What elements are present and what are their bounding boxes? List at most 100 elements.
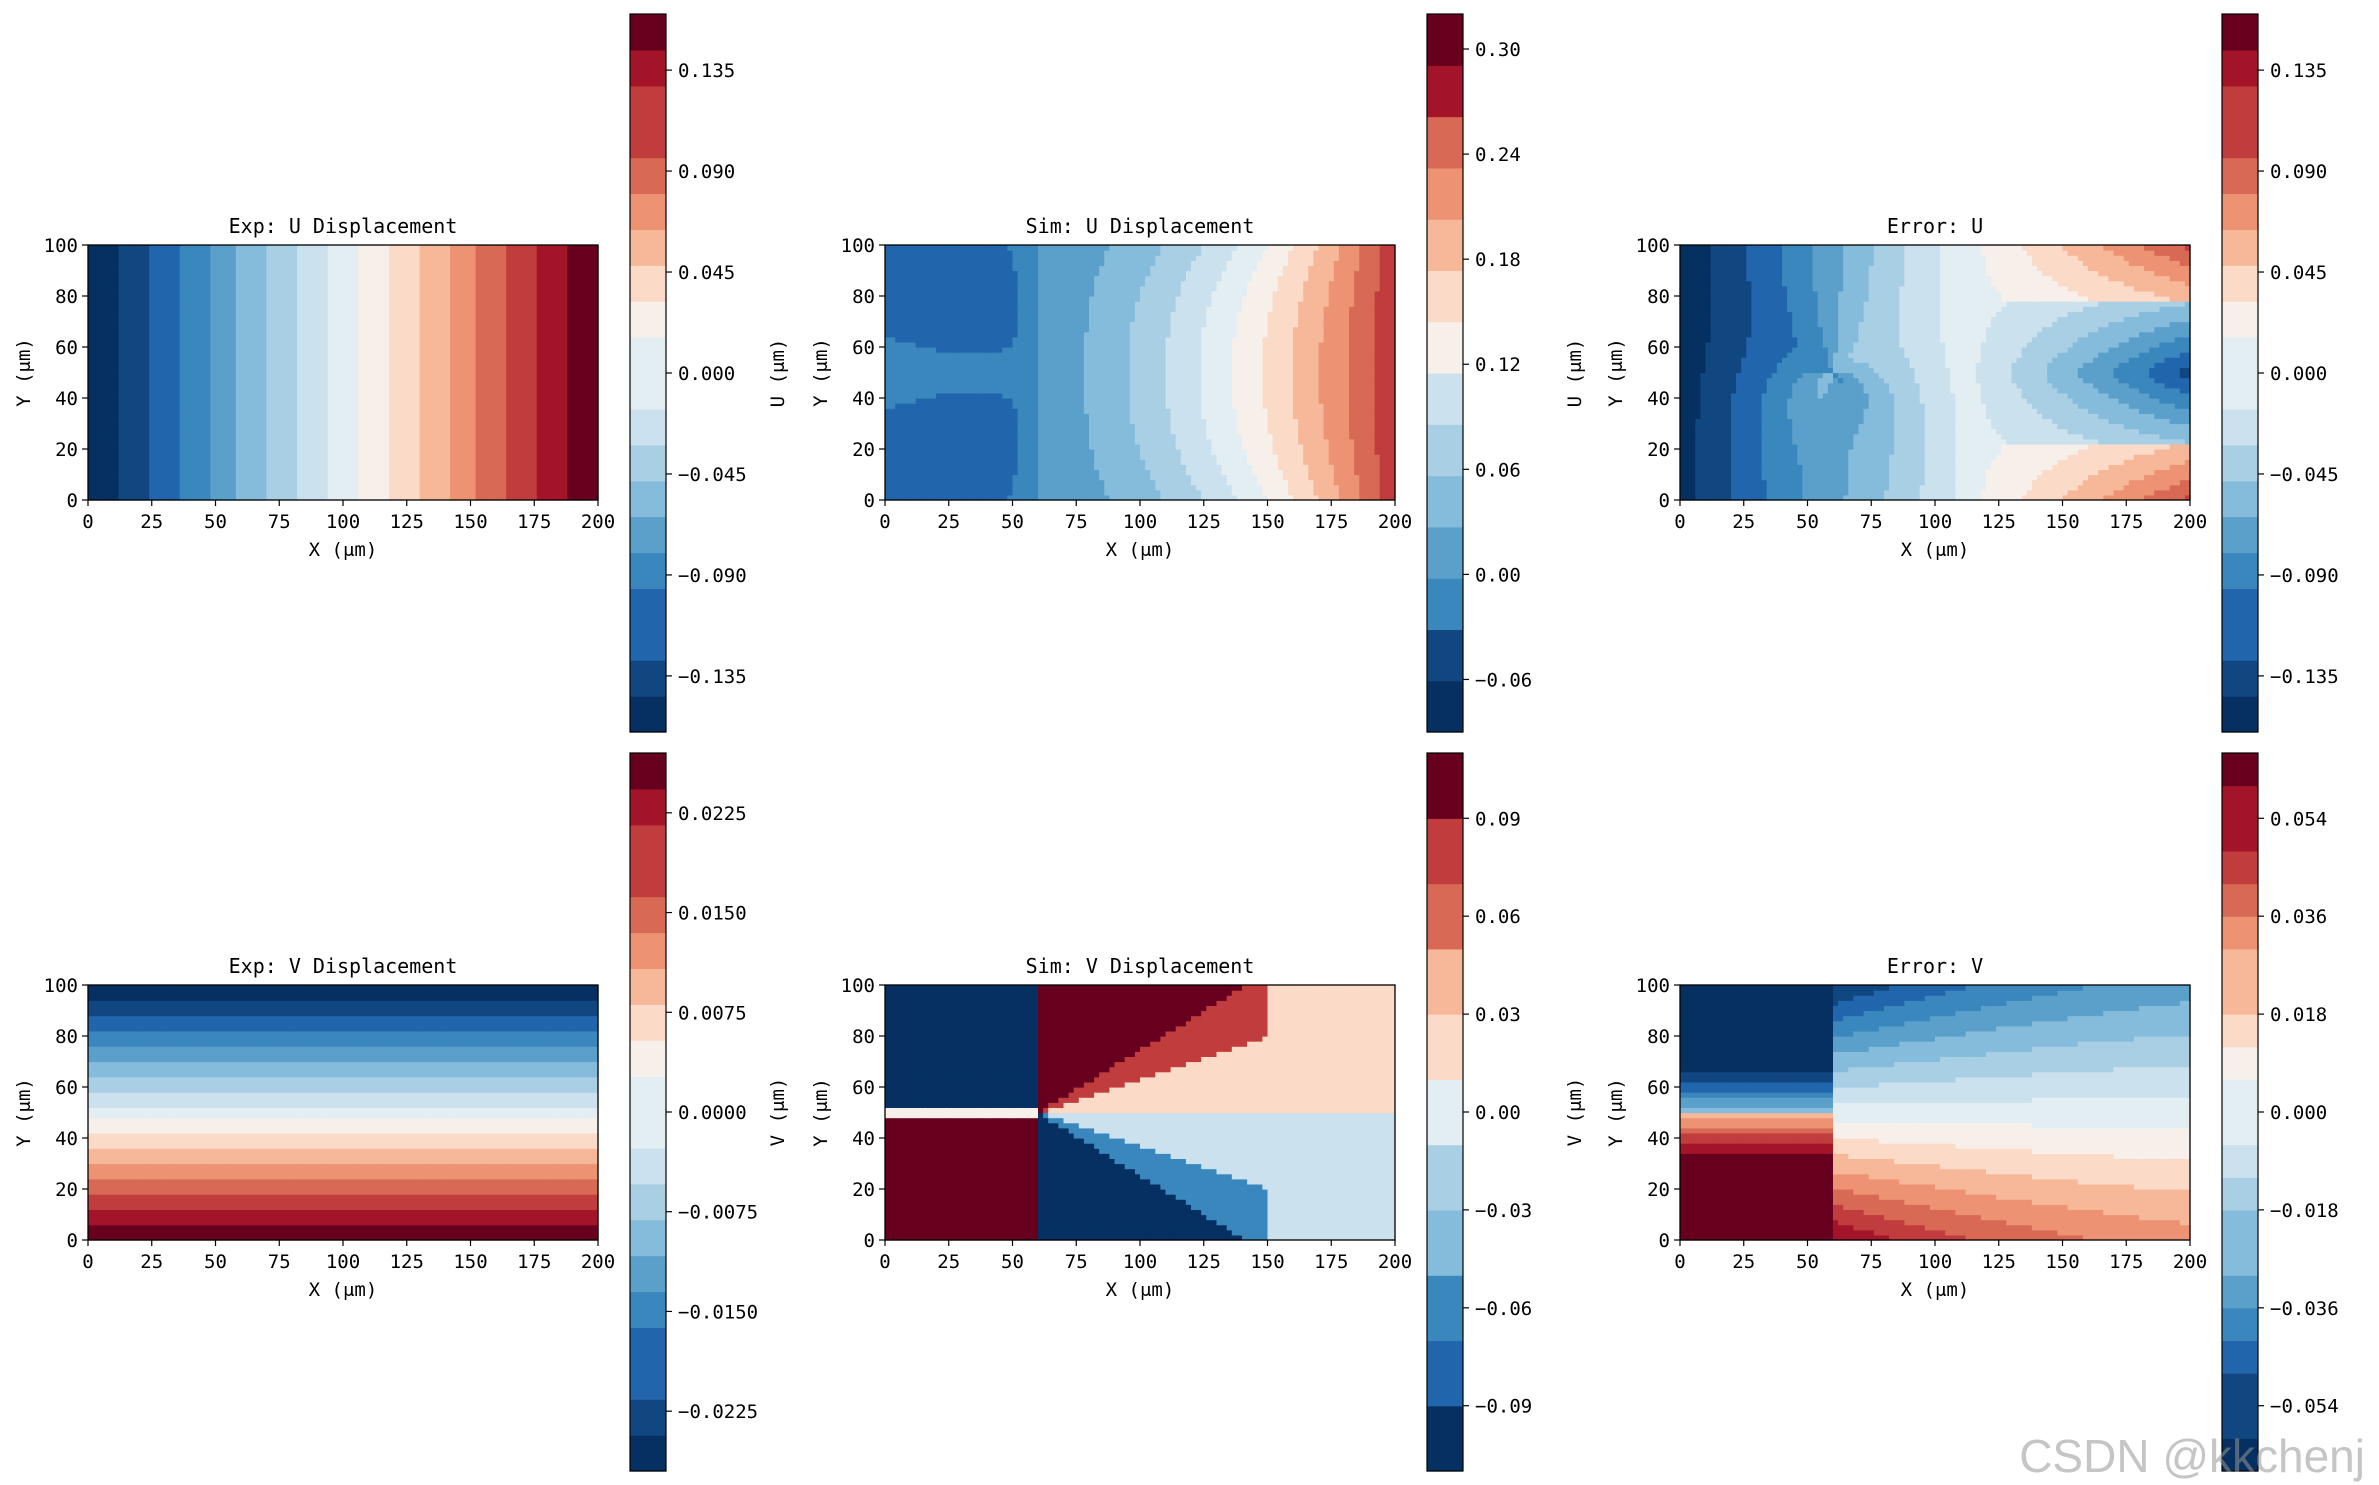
heatmap-cell <box>373 403 380 409</box>
heatmap-cell <box>230 260 237 266</box>
heatmap-cell <box>526 474 533 481</box>
heatmap-cell <box>521 479 528 486</box>
heatmap-cell <box>220 260 227 266</box>
heatmap-cell <box>174 306 181 312</box>
heatmap-cell <box>241 433 247 440</box>
heatmap-cell <box>149 280 155 287</box>
heatmap-cell <box>567 245 574 251</box>
heatmap-cell <box>552 296 558 302</box>
heatmap-cell <box>572 387 579 394</box>
heatmap-cell <box>322 245 329 251</box>
heatmap-cell <box>496 433 502 440</box>
heatmap-cell <box>429 449 436 455</box>
heatmap-cell <box>547 403 553 409</box>
heatmap-cell <box>562 255 568 261</box>
heatmap-cell <box>378 296 385 302</box>
heatmap-cell <box>388 321 395 328</box>
heatmap-cell <box>521 362 528 368</box>
heatmap-cell <box>113 347 120 353</box>
heatmap-cell <box>205 306 211 312</box>
heatmap-cell <box>118 250 125 256</box>
heatmap-cell <box>286 433 293 440</box>
heatmap-cell <box>501 403 507 409</box>
heatmap-cell <box>241 336 247 343</box>
heatmap-cell <box>225 408 232 414</box>
heatmap-cell <box>582 372 589 379</box>
heatmap-cell <box>128 387 135 394</box>
heatmap-cell <box>200 418 206 425</box>
heatmap-cell <box>93 428 99 435</box>
heatmap-cell <box>404 280 410 287</box>
heatmap-cell <box>343 280 349 287</box>
heatmap-cell <box>230 301 237 307</box>
heatmap-cell <box>103 398 109 404</box>
heatmap-cell <box>179 464 186 470</box>
heatmap-cell <box>144 392 150 399</box>
heatmap-cell <box>195 367 201 374</box>
heatmap-cell <box>190 275 196 282</box>
heatmap-cell <box>215 260 222 266</box>
heatmap-cell <box>128 347 135 353</box>
heatmap-cell <box>149 474 155 481</box>
heatmap-cell <box>363 479 370 486</box>
heatmap-cell <box>419 413 426 419</box>
heatmap-cell <box>332 382 339 389</box>
heatmap-cell <box>133 469 140 476</box>
heatmap-cell <box>93 418 99 425</box>
heatmap-cell <box>327 362 334 368</box>
heatmap-cell <box>251 433 257 440</box>
heatmap-cell <box>332 377 339 384</box>
heatmap-cell <box>470 301 477 307</box>
heatmap-cell <box>394 433 400 440</box>
heatmap-cell <box>445 494 451 501</box>
heatmap-cell <box>276 398 283 404</box>
heatmap-cell <box>445 418 451 425</box>
heatmap-cell <box>144 331 150 338</box>
heatmap-cell <box>337 459 344 465</box>
heatmap-cell <box>480 469 487 476</box>
heatmap-cell <box>210 418 217 425</box>
heatmap-cell <box>572 459 579 465</box>
heatmap-cell <box>439 454 446 460</box>
heatmap-cell <box>445 464 451 470</box>
heatmap-cell <box>501 270 507 277</box>
heatmap-cell <box>266 357 273 363</box>
heatmap-cell <box>399 438 405 445</box>
heatmap-cell <box>241 362 247 368</box>
heatmap-cell <box>363 367 370 374</box>
heatmap-cell <box>536 255 543 261</box>
heatmap-cell <box>164 336 171 343</box>
heatmap-cell <box>123 387 130 394</box>
heatmap-cell <box>399 403 405 409</box>
heatmap-cell <box>144 377 150 384</box>
heatmap-cell <box>266 459 273 465</box>
heatmap-cell <box>383 280 390 287</box>
heatmap-cell <box>496 352 502 358</box>
heatmap-cell <box>220 392 227 399</box>
heatmap-cell <box>511 489 517 496</box>
heatmap-cell <box>475 265 482 272</box>
heatmap-cell <box>363 331 370 338</box>
heatmap-cell <box>200 362 206 368</box>
heatmap-cell <box>501 454 507 460</box>
heatmap-cell <box>307 408 313 414</box>
heatmap-cell <box>169 290 176 297</box>
heatmap-cell <box>552 489 558 496</box>
heatmap-cell <box>307 341 313 348</box>
heatmap-cell <box>557 464 563 470</box>
heatmap-cell <box>281 449 288 455</box>
heatmap-cell <box>577 408 584 414</box>
heatmap-cell <box>337 474 344 481</box>
heatmap-cell <box>399 423 405 430</box>
heatmap-cell <box>179 418 186 425</box>
heatmap-cell <box>572 260 579 266</box>
heatmap-cell <box>144 250 150 256</box>
heatmap-cell <box>455 398 461 404</box>
heatmap-cell <box>470 479 477 486</box>
heatmap-cell <box>297 382 303 389</box>
heatmap-cell <box>337 403 344 409</box>
heatmap-cell <box>261 301 268 307</box>
heatmap-cell <box>475 260 482 266</box>
heatmap-cell <box>205 392 211 399</box>
heatmap-cell <box>276 341 283 348</box>
